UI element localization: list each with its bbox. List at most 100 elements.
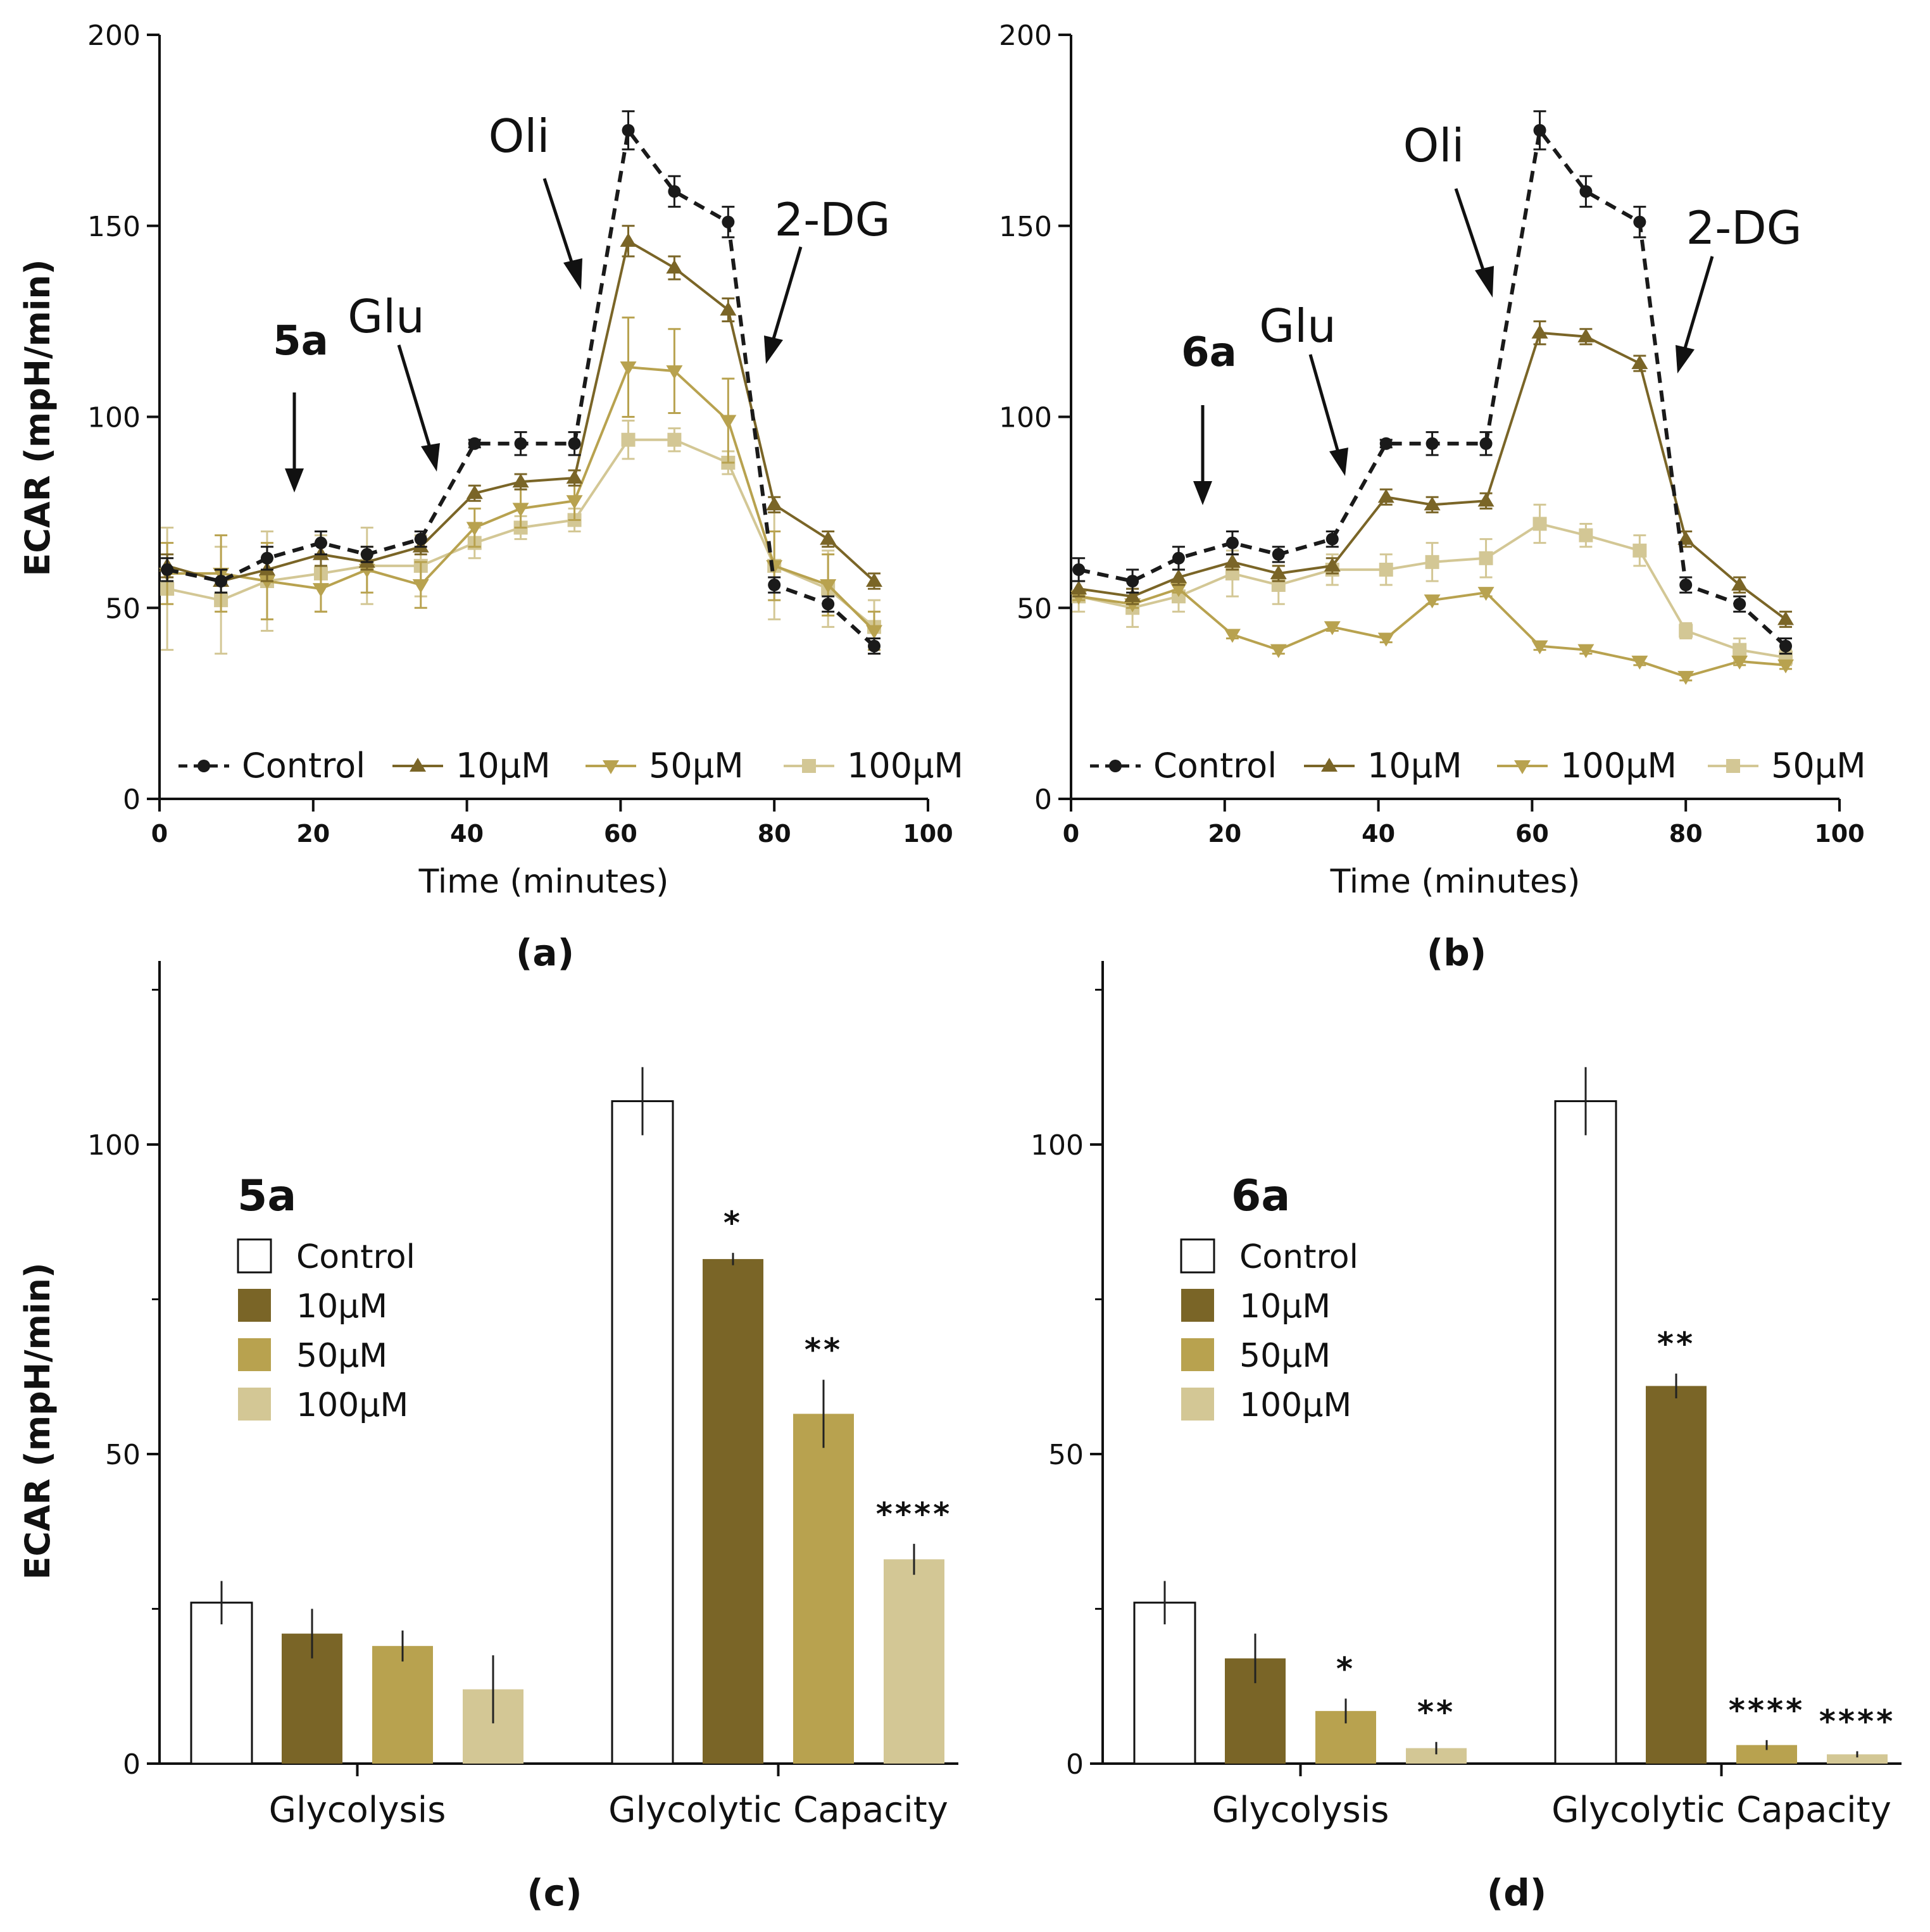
panel-a-y-ticks: 0 50 100 150 200 — [87, 20, 160, 816]
panel-c-legend: 5a Control 10µM 50µM 100µM — [237, 1171, 415, 1424]
legend-item-50um: 50µM — [1708, 746, 1866, 786]
legend-10um-swatch — [238, 1289, 271, 1322]
category-label: Glycolysis — [1212, 1790, 1389, 1831]
data-point — [1070, 580, 1087, 595]
data-point — [1777, 611, 1795, 625]
data-point — [768, 579, 781, 592]
bar-group-glycolysis-10um — [282, 1609, 342, 1764]
bar — [1827, 1754, 1888, 1764]
bar-group-glycolysis-control — [190, 1581, 253, 1765]
x-tick-label: 100 — [1814, 820, 1864, 848]
legend-control-swatch — [1180, 1238, 1215, 1274]
data-point — [258, 575, 275, 590]
bar-group-glycolytic-capacity-control — [611, 1067, 674, 1765]
data-point — [1377, 489, 1394, 503]
legend-control-marker — [1109, 760, 1122, 772]
bar-group-glycolysis-100um — [463, 1655, 523, 1764]
bar-group-glycolytic-capacity-10um: ** — [1646, 1326, 1707, 1764]
legend-100um-swatch — [238, 1388, 271, 1421]
data-point — [866, 573, 883, 587]
panel-a-2dg-arrow — [772, 246, 803, 339]
legend-control-label: Control — [242, 746, 365, 786]
data-point — [566, 495, 583, 510]
legend-50um-label: 50µM — [296, 1337, 387, 1375]
panel-d-axes — [1101, 961, 1902, 1765]
data-point — [1731, 655, 1748, 670]
x-tick-label: 40 — [450, 820, 484, 848]
data-point — [766, 496, 783, 511]
legend-50um-marker — [603, 760, 619, 774]
category-label: Glycolysis — [269, 1790, 446, 1831]
bar — [884, 1559, 944, 1764]
category-label: Glycolytic Capacity — [1551, 1790, 1891, 1831]
legend-100um-marker — [1514, 760, 1531, 774]
bar-group-glycolytic-capacity-100um: **** — [876, 1496, 949, 1764]
panel-d-compound-label: 6a — [1231, 1171, 1290, 1221]
data-point — [1479, 551, 1493, 565]
data-point — [866, 625, 883, 639]
y-tick-label: 50 — [105, 1439, 141, 1471]
data-point — [1324, 621, 1341, 636]
panel-a-glu-arrowhead — [421, 443, 440, 472]
panel-b-glu-arrowhead — [1329, 448, 1348, 476]
panel-a-oli-arrow — [542, 178, 575, 267]
data-point — [1477, 587, 1494, 601]
legend-100um-label: 100µM — [1239, 1386, 1351, 1424]
series-10um — [159, 225, 883, 594]
data-point — [1533, 123, 1546, 137]
panel-a-label: (a) — [516, 931, 574, 974]
legend-item-10um: 10µM — [1181, 1288, 1331, 1326]
bar-group-glycolytic-capacity-control — [1554, 1067, 1617, 1765]
bar — [1646, 1386, 1707, 1764]
data-point — [468, 437, 481, 450]
y-tick-label: 200 — [999, 20, 1052, 52]
data-point — [1532, 517, 1547, 531]
y-tick-label: 100 — [87, 402, 141, 434]
data-point — [1731, 577, 1748, 591]
data-point — [1072, 563, 1086, 576]
data-point — [1170, 568, 1187, 583]
y-tick-label: 50 — [1017, 593, 1052, 625]
panel-c-x-ticks: Glycolysis Glycolytic Capacity — [269, 1764, 948, 1831]
bar-group-glycolysis-100um: ** — [1406, 1694, 1467, 1764]
y-tick-label: 0 — [1066, 1748, 1084, 1781]
legend-item-10um: 10µM — [392, 746, 551, 786]
legend-item-100um: 100µM — [1497, 746, 1677, 786]
legend-100um-swatch — [1181, 1388, 1214, 1421]
data-point — [1477, 492, 1494, 507]
data-point — [1631, 655, 1648, 670]
y-tick-label: 50 — [105, 593, 141, 625]
legend-100um-marker — [802, 759, 816, 773]
category-label: Glycolytic Capacity — [608, 1790, 948, 1831]
panel-b-annotation-arrows — [1193, 188, 1714, 505]
legend-item-control: Control — [237, 1238, 415, 1276]
y-tick-label: 150 — [999, 211, 1052, 243]
panel-a-glu-arrow — [397, 344, 432, 450]
x-tick-label: 40 — [1362, 820, 1395, 848]
legend-control-marker — [197, 760, 210, 772]
data-point — [312, 583, 329, 598]
y-tick-label: 0 — [1034, 784, 1052, 816]
data-point — [820, 579, 837, 594]
panel-c-bar-chart: 0 50 100 Glycolysis Glycolytic Capacity ECA… — [18, 961, 958, 1914]
bar-group-glycolytic-capacity-50um: **** — [1729, 1692, 1802, 1764]
data-point — [1577, 644, 1595, 658]
data-point — [466, 522, 483, 536]
significance-marker: ** — [805, 1332, 843, 1369]
panel-a-glu-annotation: Glu — [348, 290, 424, 343]
bar-group-glycolytic-capacity-100um: **** — [1819, 1703, 1893, 1764]
bar-group-glycolysis-control — [1133, 1581, 1196, 1765]
bar-group-glycolytic-capacity-50um: ** — [793, 1332, 854, 1764]
series-control — [161, 110, 881, 655]
data-point — [1377, 632, 1394, 647]
data-point — [412, 579, 429, 594]
panel-c-y-ticks: 0 50 100 — [87, 989, 160, 1781]
data-point — [1679, 624, 1693, 638]
legend-10um-marker — [410, 758, 426, 772]
legend-item-50um: 50µM — [1181, 1337, 1331, 1375]
bar — [703, 1258, 763, 1764]
y-tick-label: 0 — [123, 784, 141, 816]
bar — [611, 1100, 674, 1765]
